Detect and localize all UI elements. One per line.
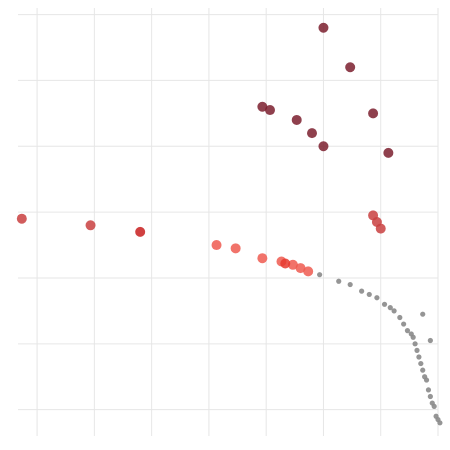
data-point [347,281,353,288]
data-point [431,403,437,409]
data-point [420,367,426,373]
data-point [381,301,388,307]
data-points [16,22,443,426]
data-point [383,147,394,158]
data-point [366,291,372,298]
data-point [318,141,329,152]
data-point [336,278,342,284]
data-point [318,22,329,33]
data-point [317,272,323,278]
data-point [265,105,275,116]
plot-grid [18,8,439,436]
data-point [368,108,379,119]
data-point [85,220,96,231]
data-point [420,311,426,317]
data-point [345,62,356,73]
data-point [387,305,393,311]
data-point [427,337,433,344]
data-point [427,393,433,400]
data-point [412,341,418,347]
data-point [416,354,422,360]
data-point [404,328,411,334]
data-point [437,420,443,426]
data-point [291,114,302,125]
data-point [230,243,241,254]
data-point [303,266,314,277]
data-point [257,253,268,264]
data-point [16,213,27,224]
data-point [374,295,380,301]
data-point [410,334,416,340]
data-point [287,259,298,270]
data-point [375,223,386,234]
data-point [397,314,403,321]
data-point [280,258,291,269]
data-point [401,321,407,327]
data-point [423,377,430,383]
data-point [414,347,420,353]
data-point [295,263,306,274]
data-point [211,240,222,251]
data-point [391,308,397,314]
data-point [135,226,146,237]
data-point [257,101,268,112]
data-point [425,387,432,393]
data-point [307,128,317,139]
data-point [359,288,365,294]
data-point [418,360,424,367]
